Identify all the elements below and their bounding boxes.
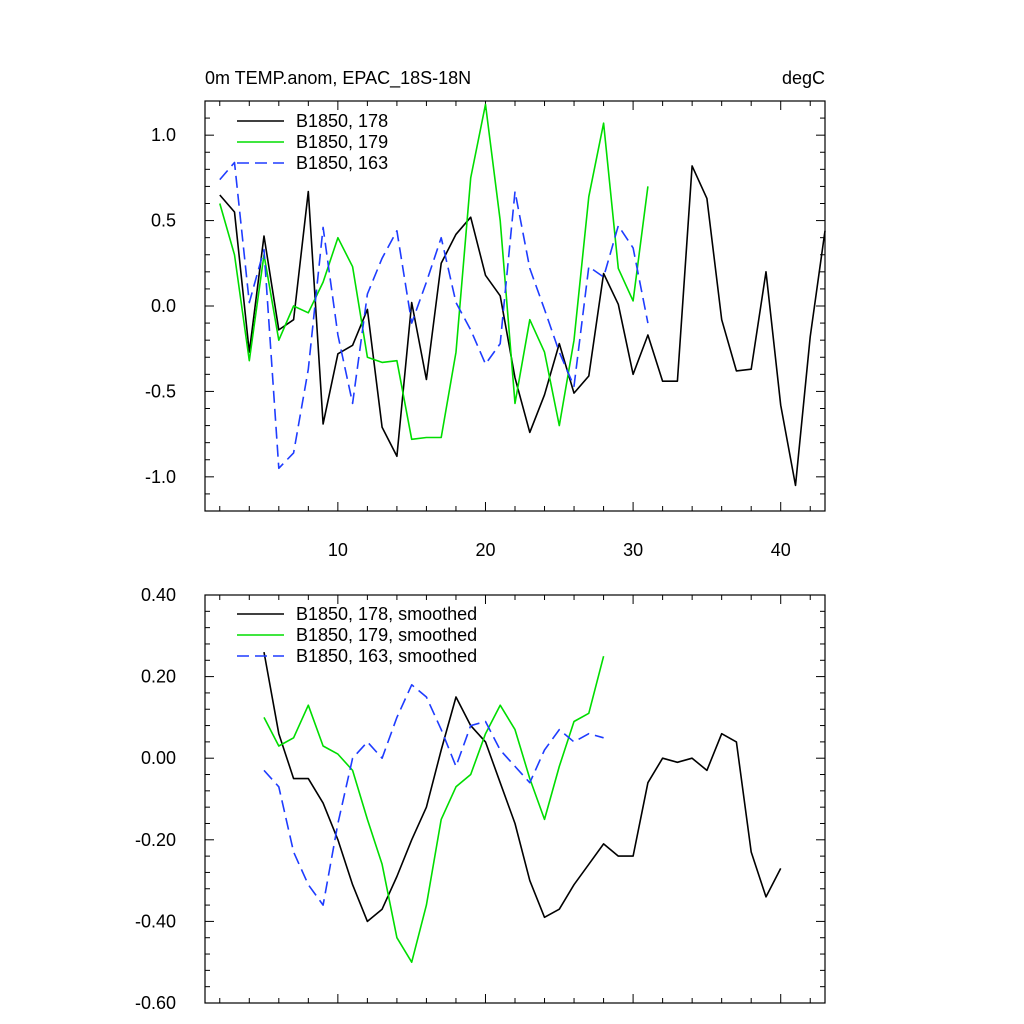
series-line-2 [263, 655, 605, 964]
y-tick-label: -0.40 [135, 911, 176, 931]
y-tick-label: 0.0 [151, 296, 176, 316]
legend-label: B1850, 163, smoothed [296, 646, 477, 666]
legend-label: B1850, 178, smoothed [296, 604, 477, 624]
y-tick-label: -0.20 [135, 830, 176, 850]
x-tick-label: 40 [771, 540, 791, 560]
series-line-3 [219, 161, 649, 470]
series-line-2 [219, 103, 649, 441]
x-tick-label: 10 [328, 540, 348, 560]
legend-label: B1850, 178 [296, 111, 388, 131]
legend-label: B1850, 179, smoothed [296, 625, 477, 645]
legend-label: B1850, 163 [296, 153, 388, 173]
y-tick-label: -0.60 [135, 993, 176, 1013]
chart-title: 0m TEMP.anom, EPAC_18S-18N [205, 68, 471, 89]
y-tick-label: 0.5 [151, 211, 176, 231]
y-tick-label: 0.20 [141, 667, 176, 687]
y-tick-label: 1.0 [151, 125, 176, 145]
x-tick-label: 30 [623, 540, 643, 560]
legend-label: B1850, 179 [296, 132, 388, 152]
bottom-panel: 0.40 0.20 0.00 -0.20 -0.40 -0.60 B1850, 178, s… [135, 585, 826, 1013]
top-panel: 0m TEMP.anom, EPAC_18S-18N degC 1.0 0.5 0.0 -… [145, 68, 826, 560]
series-line-1 [219, 165, 826, 487]
series-line-3 [263, 683, 604, 906]
y-tick-label: -1.0 [145, 467, 176, 487]
x-tick-label: 20 [475, 540, 495, 560]
y-tick-label: -0.5 [145, 381, 176, 401]
y-tick-label: 0.40 [141, 585, 176, 605]
y-tick-label: 0.00 [141, 748, 176, 768]
series-line-1 [263, 651, 782, 923]
units-label: degC [782, 68, 825, 88]
